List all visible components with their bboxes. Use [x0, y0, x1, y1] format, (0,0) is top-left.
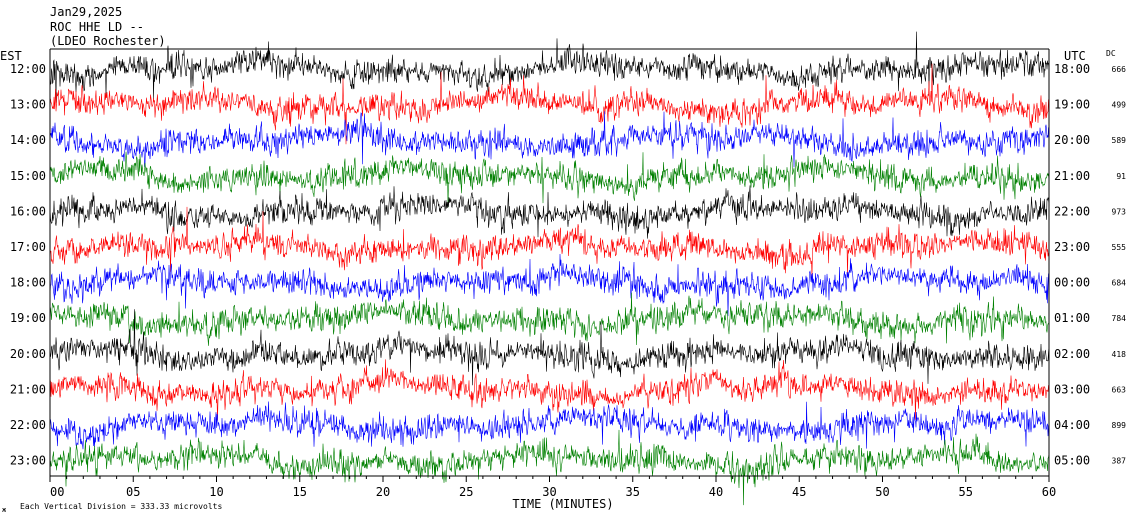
corner-mark: ж [2, 506, 7, 514]
trace-row-6 [49, 206, 1050, 279]
trace-row-11 [49, 401, 1050, 450]
utc-label-5: 22:00 [1054, 204, 1090, 218]
utc-label-3: 20:00 [1054, 133, 1090, 147]
header-location: (LDEO Rochester) [50, 34, 166, 48]
utc-label-8: 01:00 [1054, 311, 1090, 325]
utc-label-12: 05:00 [1054, 454, 1090, 468]
est-label-3: 14:00 [10, 133, 46, 147]
utc-label-1: 18:00 [1054, 62, 1090, 76]
trace-row-2 [49, 63, 1050, 145]
dc-value-11: 899 [1112, 421, 1127, 430]
est-label-10: 21:00 [10, 382, 46, 396]
dc-value-1: 666 [1112, 65, 1127, 74]
x-tick-label-35: 35 [626, 485, 640, 499]
trace-row-12 [49, 429, 1050, 506]
est-label-2: 13:00 [10, 98, 46, 112]
dc-value-2: 499 [1112, 101, 1127, 110]
dc-value-9: 418 [1112, 350, 1127, 359]
est-hour-labels: 12:00 13:00 14:00 15:00 16:00 17:00 18:00 19:00… [10, 62, 46, 468]
x-tick-label-50: 50 [875, 485, 889, 499]
trace-row-8 [49, 292, 1050, 346]
trace-row-4 [49, 151, 1050, 208]
dc-value-12: 387 [1112, 457, 1127, 466]
utc-label-6: 23:00 [1054, 240, 1090, 254]
est-label-7: 18:00 [10, 276, 46, 290]
trace-row-9 [49, 309, 1050, 386]
dc-header: DC [1106, 49, 1116, 58]
x-axis-ticks: 00 05 10 15 20 25 30 35 40 45 50 55 60 [49, 476, 1056, 499]
header-date: Jan29,2025 [50, 5, 122, 19]
dc-value-8: 784 [1112, 314, 1127, 323]
trace-row-7 [49, 253, 1050, 317]
scale-note: Each Vertical Division = 333.33 microvol… [20, 502, 222, 511]
trace-row-5 [49, 185, 1050, 239]
est-label-12: 23:00 [10, 454, 46, 468]
dc-offset-labels: 666 499 589 91 973 555 684 784 418 663 899 387 [1112, 65, 1127, 466]
x-tick-label-05: 05 [126, 485, 140, 499]
header-station: ROC HHE LD -- [50, 20, 144, 34]
x-tick-label-00: 00 [50, 485, 64, 499]
dc-value-5: 973 [1112, 207, 1127, 216]
utc-label-2: 19:00 [1054, 98, 1090, 112]
seismic-traces [49, 31, 1050, 506]
x-tick-label-20: 20 [376, 485, 390, 499]
dc-value-4: 91 [1116, 172, 1126, 181]
trace-row-10 [49, 359, 1050, 421]
dc-value-3: 589 [1112, 136, 1127, 145]
x-tick-label-40: 40 [709, 485, 723, 499]
right-axis-label: UTC [1064, 49, 1086, 63]
est-label-6: 17:00 [10, 240, 46, 254]
x-axis-label: TIME (MINUTES) [512, 497, 613, 511]
trace-row-1 [49, 31, 1050, 103]
dc-value-10: 663 [1112, 385, 1127, 394]
est-label-5: 16:00 [10, 204, 46, 218]
x-tick-label-10: 10 [209, 485, 223, 499]
x-tick-label-15: 15 [293, 485, 307, 499]
utc-label-11: 04:00 [1054, 418, 1090, 432]
x-tick-label-25: 25 [459, 485, 473, 499]
est-label-4: 15:00 [10, 169, 46, 183]
x-tick-label-60: 60 [1042, 485, 1056, 499]
trace-row-3 [49, 111, 1050, 169]
x-tick-label-30: 30 [542, 485, 556, 499]
left-axis-label: EST [0, 49, 22, 63]
utc-label-9: 02:00 [1054, 347, 1090, 361]
dc-value-7: 684 [1112, 279, 1127, 288]
x-tick-label-45: 45 [792, 485, 806, 499]
est-label-1: 12:00 [10, 62, 46, 76]
est-label-11: 22:00 [10, 418, 46, 432]
dc-value-6: 555 [1112, 243, 1127, 252]
utc-hour-labels: 18:00 19:00 20:00 21:00 22:00 23:00 00:00 01:00… [1054, 62, 1090, 468]
utc-label-4: 21:00 [1054, 169, 1090, 183]
est-label-9: 20:00 [10, 347, 46, 361]
x-tick-label-55: 55 [959, 485, 973, 499]
utc-label-10: 03:00 [1054, 382, 1090, 396]
utc-label-7: 00:00 [1054, 276, 1090, 290]
est-label-8: 19:00 [10, 311, 46, 325]
